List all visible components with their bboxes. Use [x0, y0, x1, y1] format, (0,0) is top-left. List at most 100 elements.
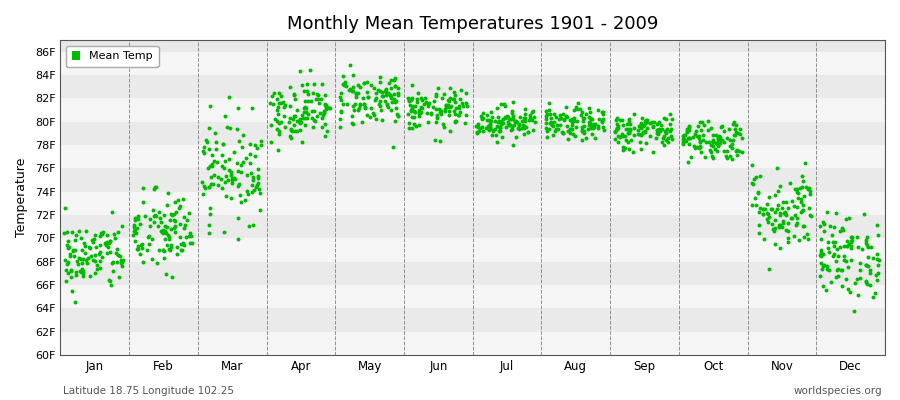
- Point: [566, 131, 580, 137]
- Point: [516, 122, 530, 128]
- Point: [704, 149, 718, 156]
- Point: [317, 109, 331, 116]
- Point: [135, 240, 149, 247]
- Point: [154, 219, 168, 225]
- Point: [271, 104, 285, 110]
- Point: [247, 186, 261, 193]
- Point: [78, 243, 93, 250]
- Point: [836, 252, 850, 259]
- Point: [178, 222, 193, 228]
- Point: [346, 88, 361, 94]
- Point: [171, 197, 185, 204]
- Point: [480, 112, 494, 118]
- Point: [870, 222, 885, 228]
- Point: [382, 80, 397, 86]
- Point: [661, 139, 675, 146]
- Point: [728, 129, 742, 135]
- Point: [580, 126, 595, 132]
- Point: [841, 243, 855, 249]
- Point: [770, 188, 785, 194]
- Point: [424, 111, 438, 117]
- Point: [859, 240, 873, 246]
- Point: [149, 184, 164, 191]
- Point: [826, 253, 841, 260]
- Point: [199, 137, 213, 143]
- Point: [693, 138, 707, 144]
- Point: [266, 90, 281, 96]
- Point: [176, 239, 190, 246]
- Point: [790, 215, 805, 221]
- Point: [202, 230, 217, 236]
- Point: [307, 116, 321, 123]
- Point: [64, 268, 78, 274]
- Point: [658, 128, 672, 134]
- Point: [512, 126, 526, 132]
- Point: [796, 222, 810, 229]
- Point: [598, 127, 612, 133]
- Point: [356, 100, 371, 107]
- Point: [839, 258, 853, 264]
- Point: [583, 125, 598, 131]
- Point: [862, 281, 877, 288]
- Point: [539, 113, 554, 120]
- Point: [346, 103, 360, 109]
- Point: [360, 89, 374, 95]
- Point: [704, 125, 718, 132]
- Point: [272, 100, 286, 106]
- Point: [418, 99, 433, 105]
- Point: [784, 214, 798, 221]
- Point: [749, 202, 763, 208]
- Point: [266, 101, 281, 107]
- Point: [727, 126, 742, 132]
- Point: [321, 104, 336, 111]
- Point: [178, 234, 193, 240]
- Point: [451, 112, 465, 118]
- Point: [676, 133, 690, 140]
- Point: [81, 255, 95, 261]
- Point: [618, 137, 633, 143]
- Point: [480, 116, 494, 123]
- Point: [588, 135, 602, 142]
- Point: [292, 120, 307, 126]
- Point: [683, 154, 698, 160]
- Point: [586, 121, 600, 127]
- Point: [164, 244, 178, 250]
- Point: [160, 242, 175, 248]
- Point: [625, 137, 639, 144]
- Point: [831, 265, 845, 272]
- Point: [518, 114, 533, 121]
- Point: [202, 146, 216, 152]
- Point: [622, 118, 636, 125]
- Point: [295, 112, 310, 118]
- Point: [428, 137, 442, 143]
- Point: [426, 104, 440, 110]
- Point: [72, 255, 86, 262]
- Point: [58, 205, 73, 211]
- Point: [290, 106, 304, 113]
- Point: [676, 138, 690, 145]
- Point: [748, 195, 762, 202]
- Bar: [60, 98, 885, 122]
- Point: [99, 241, 113, 247]
- Point: [211, 174, 225, 180]
- Point: [522, 117, 536, 124]
- Point: [446, 96, 461, 102]
- Point: [94, 253, 109, 260]
- Point: [113, 257, 128, 264]
- Point: [595, 118, 609, 125]
- Bar: [60, 75, 885, 98]
- Point: [472, 128, 486, 135]
- Point: [211, 182, 225, 188]
- Point: [474, 115, 489, 122]
- Point: [424, 110, 438, 116]
- Point: [313, 96, 328, 102]
- Point: [90, 266, 104, 273]
- Point: [586, 125, 600, 131]
- Point: [733, 131, 747, 137]
- Point: [449, 105, 464, 111]
- Point: [336, 81, 350, 88]
- Point: [726, 132, 741, 138]
- Point: [131, 212, 146, 219]
- Point: [240, 171, 255, 178]
- Point: [236, 132, 250, 138]
